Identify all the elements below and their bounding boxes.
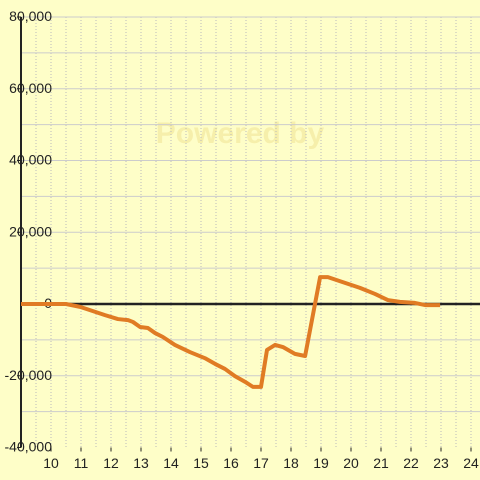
y-tick-label: 20,000: [9, 223, 52, 239]
x-tick-label: 19: [313, 455, 329, 471]
line: [21, 275, 441, 389]
x-tick-label: 15: [193, 455, 209, 471]
x-tick-label: 10: [43, 455, 59, 471]
x-tick-label: 23: [433, 455, 449, 471]
y-tick-label: 80,000: [9, 8, 52, 24]
x-tick-label: 18: [283, 455, 299, 471]
x-tick-label: 24: [463, 455, 479, 471]
x-tick-label: 13: [133, 455, 149, 471]
x-tick-label: 12: [103, 455, 119, 471]
x-tick-label: 14: [163, 455, 179, 471]
y-tick-label: 40,000: [9, 152, 52, 168]
x-tick-label: 21: [373, 455, 389, 471]
y-tick-label: -20,000: [5, 367, 53, 383]
x-tick-label: 22: [403, 455, 419, 471]
y-tick-label: -40,000: [5, 439, 53, 455]
y-tick-label: 60,000: [9, 80, 52, 96]
x-tick-label: 17: [253, 455, 269, 471]
x-tick-label: 16: [223, 455, 239, 471]
x-tick-label: 11: [74, 455, 89, 471]
watermark: Powered by: [156, 117, 325, 150]
x-tick-label: 20: [343, 455, 359, 471]
